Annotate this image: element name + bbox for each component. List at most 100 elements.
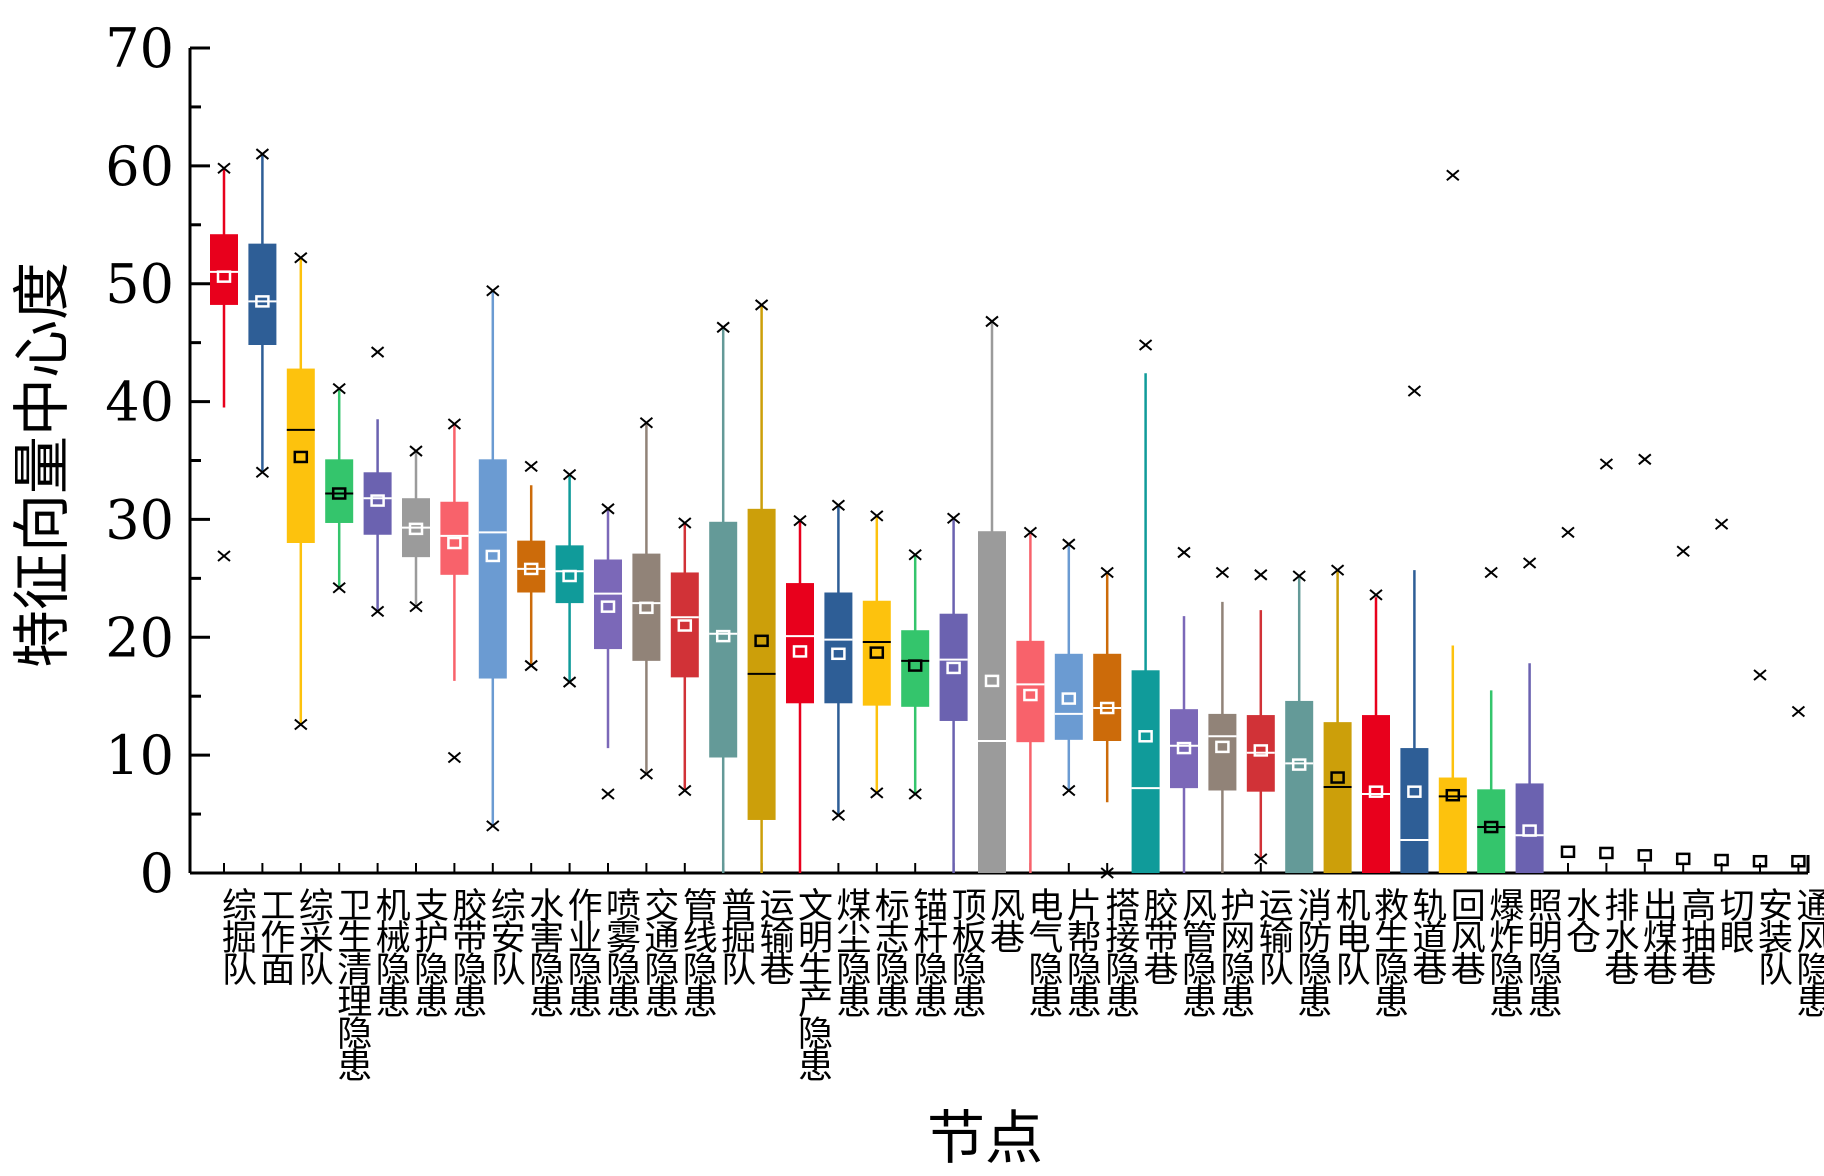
- iqr-box: [1093, 653, 1122, 741]
- box-综掘队: [210, 162, 238, 873]
- min-max-marker: [1100, 867, 1114, 879]
- min-max-marker: [447, 751, 462, 764]
- min-max-marker: [409, 600, 423, 613]
- category-label: 消防隐患: [1291, 887, 1331, 1017]
- min-max-marker: [217, 162, 231, 174]
- min-max-marker: [370, 346, 385, 358]
- min-max-marker: [1484, 566, 1498, 579]
- box-普掘队: [709, 321, 738, 873]
- min-max-marker: [217, 550, 231, 562]
- iqr-box: [1323, 722, 1352, 873]
- mean-marker: [907, 659, 923, 672]
- iqr-box: [1170, 709, 1198, 789]
- category-label: 切眼: [1714, 887, 1755, 954]
- mean-marker: [293, 450, 309, 464]
- min-max-marker: [1023, 526, 1038, 539]
- iqr-box: [862, 600, 891, 706]
- min-max-marker: [1330, 564, 1345, 576]
- iqr-box: [325, 459, 354, 523]
- box-综采队: [286, 252, 315, 873]
- box-喷雾隐患: [594, 503, 622, 873]
- mean-marker: [1791, 854, 1806, 868]
- category-label: 支护隐患: [408, 887, 448, 1017]
- boxes-layer: [210, 148, 1806, 879]
- box-安装队: [1752, 669, 1768, 873]
- min-max-marker: [1561, 526, 1575, 539]
- min-max-marker: [1254, 853, 1268, 865]
- box-机械隐患: [363, 346, 392, 873]
- category-label: 交通隐患: [638, 887, 678, 1017]
- iqr-box: [939, 613, 968, 721]
- min-max-marker: [1177, 546, 1191, 559]
- category-label: 运输队: [1253, 887, 1293, 986]
- box-轨道巷: [1400, 385, 1429, 873]
- min-max-marker: [1714, 518, 1729, 530]
- category-label: 机械隐患: [370, 887, 411, 1017]
- y-tick-label: 40: [105, 371, 174, 434]
- min-max-marker: [1638, 453, 1652, 466]
- category-label: 安装队: [1752, 887, 1792, 986]
- min-max-marker: [1100, 566, 1114, 579]
- mean-marker: [370, 494, 385, 507]
- box-支护隐患: [402, 445, 430, 873]
- mean-marker: [1291, 758, 1307, 771]
- min-max-marker: [639, 417, 654, 429]
- mean-marker: [1138, 730, 1153, 743]
- mean-marker: [1099, 701, 1115, 715]
- mean-marker: [1752, 854, 1768, 868]
- box-胶带隐患: [440, 418, 469, 873]
- category-label: 高抽巷: [1675, 887, 1716, 985]
- iqr-box: [632, 553, 661, 661]
- mean-marker: [1675, 852, 1691, 866]
- box-爆炸隐患: [1477, 566, 1506, 873]
- min-max-marker: [908, 549, 922, 561]
- box-回风巷: [1438, 169, 1467, 873]
- box-标志隐患: [862, 510, 891, 873]
- y-tick-label: 0: [140, 842, 174, 905]
- mean-marker: [216, 270, 232, 283]
- box-锚杆隐患: [901, 549, 930, 873]
- iqr-box: [594, 559, 622, 650]
- mean-marker: [1023, 688, 1038, 702]
- iqr-box: [478, 459, 507, 679]
- min-max-marker: [601, 788, 615, 800]
- mean-marker: [1714, 853, 1729, 867]
- y-tick-label: 50: [105, 253, 174, 316]
- mean-marker: [677, 619, 693, 632]
- category-label: 普掘队: [715, 887, 756, 986]
- iqr-box: [978, 531, 1006, 873]
- mean-marker: [639, 601, 654, 615]
- category-label: 轨道巷: [1406, 887, 1447, 985]
- min-max-marker: [1522, 557, 1537, 569]
- mean-marker: [1522, 824, 1537, 837]
- category-label: 综掘队: [216, 887, 257, 986]
- y-tick-label: 70: [105, 17, 174, 80]
- iqr-box: [517, 540, 546, 593]
- min-max-marker: [793, 514, 807, 527]
- category-label: 水害隐患: [523, 887, 563, 1017]
- box-作业隐患: [555, 468, 584, 873]
- min-max-marker: [486, 820, 500, 832]
- box-护网隐患: [1208, 566, 1237, 873]
- mean-marker: [600, 600, 616, 613]
- mean-marker: [523, 562, 539, 576]
- min-max-marker: [370, 605, 385, 618]
- mean-marker: [1253, 744, 1269, 757]
- min-max-marker: [1407, 385, 1422, 397]
- iqr-box: [901, 630, 930, 707]
- iqr-box: [555, 545, 584, 604]
- iqr-box: [747, 508, 776, 820]
- min-max-marker: [1369, 589, 1383, 601]
- mean-marker: [1061, 692, 1077, 705]
- iqr-box: [1438, 777, 1467, 873]
- category-label: 机电队: [1330, 887, 1371, 986]
- box-顶板隐患: [939, 512, 968, 873]
- mean-marker: [408, 522, 424, 536]
- mean-marker: [792, 645, 808, 658]
- min-max-marker: [294, 252, 308, 264]
- category-label: 护网隐患: [1214, 887, 1254, 1017]
- min-max-marker: [870, 787, 884, 799]
- iqr-box: [1285, 700, 1314, 873]
